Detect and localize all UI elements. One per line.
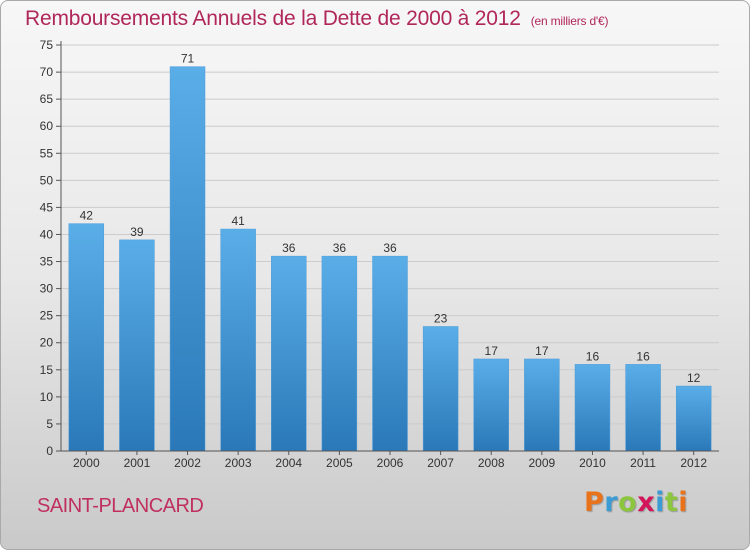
y-tick-label: 50 xyxy=(40,173,54,187)
y-tick-label: 60 xyxy=(40,119,54,133)
x-tick-label: 2012 xyxy=(680,456,707,470)
bar xyxy=(372,255,408,452)
x-tick-label: 2011 xyxy=(630,456,656,470)
proxiti-logo: Proxiti xyxy=(584,487,688,518)
place-name: SAINT-PLANCARD xyxy=(37,495,204,517)
bar xyxy=(473,358,509,452)
bar xyxy=(169,66,206,452)
y-tick-label: 75 xyxy=(40,38,54,52)
x-tick-label: 2001 xyxy=(124,456,151,470)
x-tick-label: 2006 xyxy=(377,456,404,470)
data-label: 36 xyxy=(333,241,347,255)
bar xyxy=(625,364,661,452)
data-label: 12 xyxy=(687,371,701,385)
x-tick-label: 2004 xyxy=(275,456,302,470)
x-tick-label: 2002 xyxy=(174,456,201,470)
x-tick-label: 2003 xyxy=(225,456,252,470)
bar xyxy=(574,364,611,452)
y-tick-label: 15 xyxy=(40,363,54,377)
logo-letter: i xyxy=(678,487,689,518)
y-tick-label: 25 xyxy=(40,309,54,323)
bar xyxy=(524,358,560,452)
unit-label: (en milliers d'€) xyxy=(530,14,609,28)
y-tick-label: 45 xyxy=(40,200,54,214)
data-label: 17 xyxy=(535,344,549,358)
axes xyxy=(56,41,719,455)
data-label: 71 xyxy=(181,52,195,66)
data-label: 42 xyxy=(80,209,94,223)
logo-letter: t xyxy=(664,487,679,518)
bar xyxy=(68,223,105,452)
y-tick-label: 0 xyxy=(46,444,53,458)
y-tick-label: 55 xyxy=(40,146,54,160)
bar xyxy=(220,228,256,452)
logo-letter: P xyxy=(584,487,605,518)
y-tick-label: 10 xyxy=(40,390,54,404)
x-tick-label: 2009 xyxy=(528,456,555,470)
x-tick-label: 2007 xyxy=(427,456,454,470)
data-label: 36 xyxy=(282,241,296,255)
logo-letter: o xyxy=(618,487,638,518)
x-tick-label: 2000 xyxy=(73,456,100,470)
data-label: 16 xyxy=(636,349,650,363)
x-tick-label: 2010 xyxy=(579,456,606,470)
y-tick-label: 20 xyxy=(40,336,54,350)
bars xyxy=(68,66,712,452)
logo-letter: r xyxy=(604,487,619,518)
chart-title: Remboursements Annuels de la Dette de 20… xyxy=(25,7,608,31)
bar xyxy=(422,326,459,452)
bar xyxy=(321,255,358,452)
logo-letter: x xyxy=(637,487,656,518)
bar xyxy=(271,255,307,452)
x-tick-label: 2008 xyxy=(478,456,505,470)
logo-letter: i xyxy=(655,487,665,518)
y-tick-label: 30 xyxy=(40,282,54,296)
labels: 0 5 10 15 20 25 30 35 40 45 50 55 60 65 70 75 42 2000 39 20… xyxy=(40,38,708,470)
data-label: 36 xyxy=(383,241,397,255)
bar xyxy=(119,239,155,452)
data-label: 41 xyxy=(231,214,245,228)
y-tick-label: 35 xyxy=(40,255,54,269)
title-text: Remboursements Annuels de la Dette de 20… xyxy=(25,7,521,30)
data-label: 16 xyxy=(586,349,600,363)
y-tick-label: 40 xyxy=(40,227,54,241)
data-label: 17 xyxy=(485,344,499,358)
y-tick-label: 65 xyxy=(40,92,54,106)
data-label: 39 xyxy=(130,225,144,239)
y-tick-label: 5 xyxy=(46,417,53,431)
y-tick-label: 70 xyxy=(40,65,54,79)
x-tick-label: 2005 xyxy=(326,456,353,470)
data-label: 23 xyxy=(434,311,448,325)
bar xyxy=(675,385,712,452)
